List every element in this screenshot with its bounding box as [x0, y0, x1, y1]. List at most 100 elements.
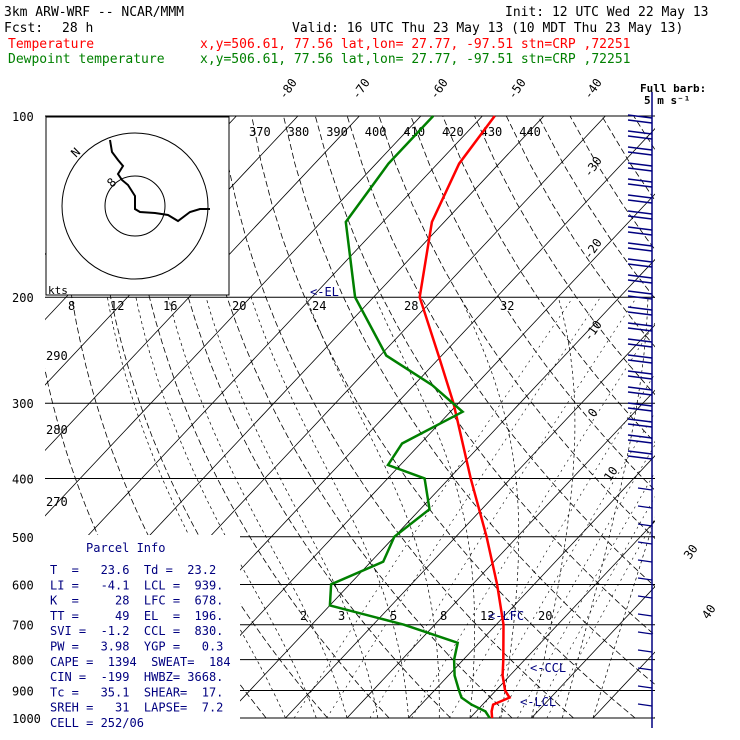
parcel-info-row: K = 28 LFC = 678. — [50, 594, 223, 608]
mixing-ratio-line — [449, 373, 655, 718]
mixing-ratio-tick-label: 12 — [110, 299, 124, 313]
wind-barb — [627, 258, 653, 263]
pressure-tick-label: 700 — [12, 619, 34, 633]
ccl-marker: <-CCL — [530, 661, 566, 675]
wind-barb — [637, 685, 653, 689]
wind-barb — [627, 423, 653, 428]
parcel-info-row: CAPE = 1394 SWEAT= 184 — [50, 655, 231, 669]
dry-adiabat — [697, 116, 740, 718]
theta-tick-label: 420 — [442, 125, 464, 139]
dry-adiabat — [474, 116, 655, 396]
parcel-info-row: LI = -4.1 LCL = 939. — [50, 578, 223, 592]
wind-barb — [627, 359, 653, 364]
dry-adiabat — [378, 116, 655, 539]
hodograph-ring — [104, 175, 166, 237]
wind-barb — [627, 274, 653, 279]
wind-barb — [627, 231, 653, 236]
isotherm-line — [162, 193, 655, 718]
wind-barb — [627, 151, 653, 156]
mixing-ratio-tick-label: 24 — [312, 299, 326, 313]
dry-adiabat — [155, 116, 451, 718]
dry-adiabat — [729, 116, 740, 718]
wind-barb — [627, 135, 653, 140]
wind-barb — [627, 167, 653, 172]
dry-adiabat — [442, 116, 655, 444]
wind-barb — [627, 119, 653, 124]
isotherm-line — [654, 716, 655, 718]
mixing-ratio-tick-label: 5 — [390, 609, 397, 623]
wind-barb — [627, 354, 653, 359]
mixing-ratio-tick-label: 8 — [68, 299, 75, 313]
wind-barb — [627, 146, 653, 151]
wind-barb — [627, 375, 653, 380]
temperature-tick-label: 30 — [681, 542, 701, 562]
pressure-tick-label: 200 — [12, 291, 34, 305]
hodograph-frame — [45, 116, 230, 296]
isotherm-line — [223, 258, 655, 718]
wind-barb — [627, 386, 653, 391]
hodograph: N8 — [45, 116, 230, 296]
lfc-marker: <-LFC — [488, 609, 524, 623]
temperature-legend: Temperature — [8, 37, 94, 52]
parcel-info-row: SVI = -1.2 CCL = 830. — [50, 624, 223, 638]
temperature-tick-label: 0 — [585, 406, 601, 420]
temperature-tick-label: -70 — [349, 76, 373, 102]
wind-barb — [627, 210, 653, 215]
el-marker: <-EL — [310, 285, 339, 299]
theta-tick-label: 270 — [46, 495, 68, 509]
temperature-tick-label: -60 — [427, 76, 451, 102]
wind-barb — [627, 279, 653, 284]
wind-barb — [627, 194, 653, 199]
wind-barb — [637, 487, 653, 491]
dry-adiabat — [251, 116, 636, 718]
wind-barb — [627, 162, 653, 167]
wind-barb — [627, 215, 653, 220]
wind-barb — [627, 199, 653, 204]
theta-tick-label: 400 — [365, 125, 387, 139]
dry-adiabat — [187, 116, 513, 718]
isotherm-line — [45, 116, 422, 517]
moist-adiabat — [250, 297, 409, 718]
parcel-info-row: T = 23.6 Td = 23.2 — [50, 563, 216, 577]
forecast-label: Fcst: — [4, 21, 43, 36]
moist-adiabat — [592, 516, 655, 718]
wind-barb — [627, 263, 653, 268]
wind-barb — [627, 295, 653, 300]
wind-barb — [627, 338, 653, 343]
wind-barb — [627, 306, 653, 311]
wind-barb — [627, 455, 653, 460]
parcel-info-row: CELL = 252/06 — [50, 716, 144, 730]
temperature-tick-label: -80 — [276, 76, 300, 102]
parcel-info-title: Parcel Info — [86, 541, 165, 555]
dry-adiabat — [219, 116, 574, 718]
mixing-ratio-line — [293, 297, 574, 718]
init-time: Init: 12 UTC Wed 22 May 13 — [505, 5, 709, 20]
wind-barb — [627, 391, 653, 396]
mixing-ratio-tick-label: 3 — [338, 609, 345, 623]
wind-barb — [637, 631, 653, 635]
mixing-ratio-tick-label: 20 — [232, 299, 246, 313]
wind-barb — [627, 418, 653, 423]
wind-barb — [627, 247, 653, 252]
isotherm-line — [469, 520, 655, 718]
mixing-ratio-tick-label: 16 — [163, 299, 177, 313]
isotherm-line — [592, 651, 655, 718]
pressure-tick-label: 800 — [12, 654, 34, 668]
wind-barb — [627, 322, 653, 327]
pressure-tick-label: 900 — [12, 684, 34, 698]
parcel-info-box: Parcel Info T = 23.6 Td = 23.2LI = -4.1 … — [44, 535, 240, 731]
dry-adiabat — [59, 116, 267, 718]
mixing-ratio-line — [411, 322, 655, 718]
wind-barb — [627, 450, 653, 455]
mixing-ratio-tick-label: 20 — [538, 609, 552, 623]
parcel-info-row: CIN = -199 HWBZ= 3668. — [50, 670, 223, 684]
dry-adiabat — [314, 116, 655, 636]
forecast-hour: 28 h — [62, 21, 93, 36]
wind-barb — [627, 327, 653, 332]
temperature-tick-label: -20 — [581, 236, 605, 262]
mixing-ratio-line — [517, 471, 655, 718]
moist-adiabat — [531, 297, 576, 718]
wind-barb — [627, 290, 653, 295]
dry-adiabat — [410, 116, 655, 491]
